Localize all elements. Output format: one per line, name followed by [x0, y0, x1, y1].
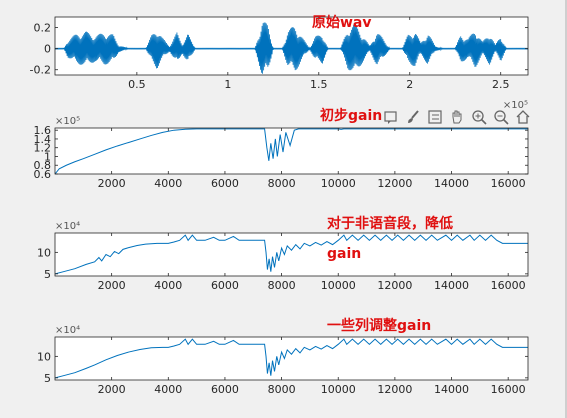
x-tick-label: 2000 — [98, 383, 126, 396]
brush-icon[interactable] — [402, 106, 423, 128]
axes-box — [54, 127, 529, 175]
x-tick-label: 10000 — [321, 383, 356, 396]
axes-box — [54, 16, 529, 76]
x-tick-label: 2000 — [98, 177, 126, 190]
annotation-initial-gain: 初步gain — [320, 108, 383, 124]
x-tick-label: 10000 — [321, 177, 356, 190]
x-exponent-label: ×10⁵ — [503, 100, 528, 111]
x-tick-label: 14000 — [434, 383, 469, 396]
y-tick-label: 0 — [44, 43, 51, 56]
y-exponent-label: ×10⁵ — [55, 116, 80, 127]
y-exponent-label: ×10⁴ — [55, 325, 80, 336]
annotation-nonspeech-gain-line2: gain — [327, 246, 362, 262]
y-tick-label: 5 — [44, 268, 51, 281]
gain-line — [55, 234, 528, 275]
subplot-2: 2000 4000 6000 8000 10000 12000 14000 16000 0.60… — [34, 100, 529, 190]
axes-box — [54, 232, 529, 277]
zoom-out-icon[interactable] — [490, 106, 511, 128]
x-tick-label: 16000 — [491, 279, 526, 292]
x-tick-label: 8000 — [268, 177, 296, 190]
zoom-in-icon[interactable] — [468, 106, 489, 128]
x-tick-label: 14000 — [434, 279, 469, 292]
y-tick-label: 1 — [44, 150, 51, 163]
subplot-1: 0.5 1 1.5 2 2.5 -0.2 0 0.2 — [30, 16, 529, 91]
axes-background — [55, 233, 528, 276]
subplot-4: 2000 4000 6000 8000 10000 12000 14000 16000 5 10 ×… — [37, 325, 529, 396]
axes-background — [55, 337, 528, 380]
x-tick-label: 10000 — [321, 279, 356, 292]
x-tick-label: 1.5 — [310, 78, 328, 91]
x-tick-label: 4000 — [154, 177, 182, 190]
axes-box — [54, 336, 529, 381]
x-tick-label: 16000 — [491, 177, 526, 190]
annotation-nonspeech-gain: 对于非语音段，降低 — [327, 216, 453, 232]
x-tick-label: 8000 — [268, 383, 296, 396]
axes-toolbar — [380, 104, 533, 130]
x-tick-label: 2000 — [98, 279, 126, 292]
subplot-3: 2000 4000 6000 8000 10000 12000 14000 16000 5 10 ×… — [37, 221, 529, 292]
y-tick-label: 0.6 — [34, 168, 52, 181]
x-tick-label: 12000 — [377, 279, 412, 292]
x-tick-label: 2 — [406, 78, 413, 91]
y-tick-label: 5 — [44, 372, 51, 385]
x-tick-label: 1 — [224, 78, 231, 91]
x-tick-label: 6000 — [211, 383, 239, 396]
gain-line — [55, 128, 528, 174]
y-exponent-label: ×10⁴ — [55, 221, 80, 232]
axes-background — [55, 128, 528, 174]
x-tick-label: 8000 — [268, 279, 296, 292]
y-tick-label: 10 — [37, 350, 51, 363]
x-tick-label: 0.5 — [128, 78, 146, 91]
x-tick-label: 6000 — [211, 279, 239, 292]
y-tick-label: 1.2 — [34, 142, 52, 155]
window-frame-edge — [565, 0, 567, 418]
y-tick-label: 10 — [37, 246, 51, 259]
x-tick-label: 16000 — [491, 383, 526, 396]
y-tick-label: 0.2 — [34, 22, 52, 35]
x-tick-label: 4000 — [154, 383, 182, 396]
x-tick-label: 12000 — [377, 383, 412, 396]
x-tick-label: 6000 — [211, 177, 239, 190]
legend-icon[interactable] — [424, 106, 445, 128]
y-tick-label: 1.6 — [34, 124, 52, 137]
y-tick-label: 1.4 — [34, 133, 52, 146]
waveform-line — [55, 22, 528, 74]
x-tick-label: 2.5 — [492, 78, 510, 91]
x-tick-label: 12000 — [377, 177, 412, 190]
annotation-series-gain: 一些列调整gain — [327, 318, 432, 334]
gain-line — [55, 338, 528, 379]
pan-icon[interactable] — [446, 106, 467, 128]
y-tick-label: 0.8 — [34, 159, 52, 172]
home-icon[interactable] — [512, 106, 533, 128]
annotation-original-wav: 原始wav — [312, 15, 372, 31]
data-tip-icon[interactable] — [380, 106, 401, 128]
x-tick-label: 4000 — [154, 279, 182, 292]
y-tick-label: -0.2 — [30, 64, 51, 77]
x-tick-label: 14000 — [434, 177, 469, 190]
